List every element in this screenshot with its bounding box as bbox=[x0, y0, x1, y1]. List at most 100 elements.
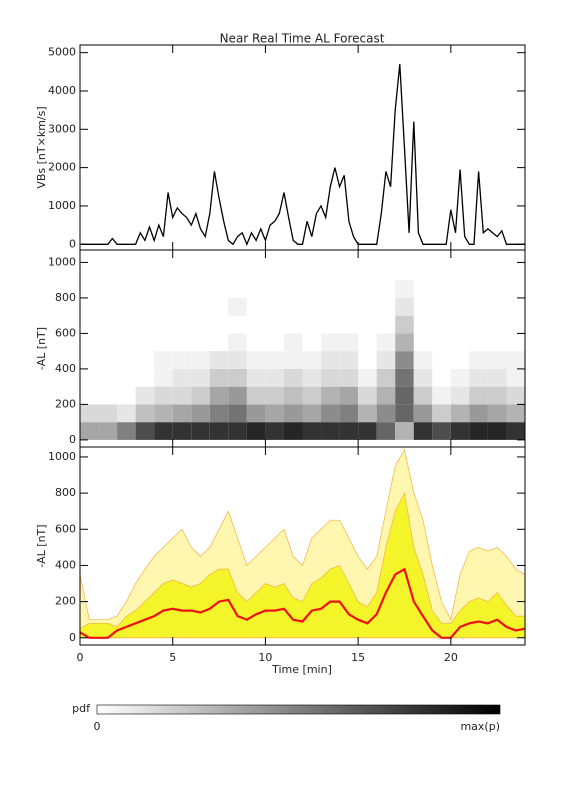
y-tick-label: 1000 bbox=[48, 199, 76, 212]
pdf-cell bbox=[228, 404, 247, 423]
colorbar-min: 0 bbox=[94, 720, 101, 733]
y-tick-label: 600 bbox=[55, 522, 76, 535]
pdf-cell bbox=[302, 386, 322, 405]
pdf-cell bbox=[98, 404, 118, 423]
pdf-cell bbox=[395, 297, 414, 316]
pdf-cell bbox=[154, 404, 173, 423]
pdf-cell bbox=[283, 404, 303, 423]
pdf-cell bbox=[209, 422, 229, 440]
pdf-cell bbox=[358, 404, 377, 423]
pdf-cell bbox=[172, 422, 192, 440]
pdf-cell bbox=[228, 351, 247, 369]
pdf-cell bbox=[395, 368, 414, 387]
pdf-cell bbox=[450, 404, 470, 423]
pdf-cell bbox=[339, 386, 359, 405]
pdf-cell bbox=[413, 368, 433, 387]
x-tick-label: 0 bbox=[77, 651, 84, 664]
pdf-cell bbox=[98, 422, 118, 440]
pdf-cell bbox=[469, 404, 488, 423]
pdf-cell bbox=[154, 422, 173, 440]
pdf-cell bbox=[487, 368, 507, 387]
pdf-cell bbox=[265, 422, 284, 440]
y-tick-label: 0 bbox=[69, 631, 76, 644]
pdf-cell bbox=[413, 386, 433, 405]
pdf-cell bbox=[339, 333, 359, 352]
pdf-cell bbox=[191, 351, 210, 369]
pdf-cell bbox=[283, 386, 303, 405]
pdf-cell bbox=[154, 368, 173, 387]
pdf-cell bbox=[209, 368, 229, 387]
y-tick-label: 800 bbox=[55, 291, 76, 304]
y-tick-label: 400 bbox=[55, 362, 76, 375]
pdf-cell bbox=[283, 351, 303, 369]
pdf-cell bbox=[487, 351, 507, 369]
y-tick-label: 200 bbox=[55, 397, 76, 410]
pdf-cell bbox=[487, 386, 507, 405]
pdf-cell bbox=[191, 386, 210, 405]
x-tick-label: 20 bbox=[444, 651, 458, 664]
pdf-cell bbox=[413, 351, 433, 369]
pdf-cell bbox=[469, 386, 488, 405]
y-tick-label: 200 bbox=[55, 595, 76, 608]
pdf-cell bbox=[469, 368, 488, 387]
pdf-cell bbox=[395, 351, 414, 369]
pdf-cell bbox=[302, 404, 322, 423]
x-axis-label: Time [min] bbox=[271, 663, 332, 676]
pdf-cell bbox=[172, 368, 192, 387]
pdf-cell bbox=[228, 297, 247, 316]
pdf-cell bbox=[432, 404, 451, 423]
pdf-cell bbox=[302, 368, 322, 387]
pdf-cell bbox=[450, 386, 470, 405]
plot-frame bbox=[79, 44, 526, 251]
pdf-cell bbox=[135, 404, 155, 423]
pdf-cell bbox=[228, 333, 247, 352]
pdf-cell bbox=[321, 404, 340, 423]
pdf-cell bbox=[376, 368, 396, 387]
y-tick-label: 2000 bbox=[48, 161, 76, 174]
pdf-cell bbox=[432, 422, 451, 440]
pdf-cell bbox=[321, 368, 340, 387]
pdf-cell bbox=[191, 368, 210, 387]
pdf-cell bbox=[172, 386, 192, 405]
pdf-cell bbox=[265, 404, 284, 423]
y-tick-label: 4000 bbox=[48, 84, 76, 97]
pdf-cell bbox=[321, 386, 340, 405]
pdf-cell bbox=[395, 333, 414, 352]
pdf-cell bbox=[376, 351, 396, 369]
pdf-cell bbox=[506, 368, 525, 387]
pdf-cell bbox=[395, 280, 414, 298]
pdf-cell bbox=[154, 386, 173, 405]
y-axis-label: -AL [nT] bbox=[35, 524, 48, 567]
pdf-cell bbox=[135, 386, 155, 405]
y-tick-label: 1000 bbox=[48, 255, 76, 268]
pdf-cell bbox=[321, 422, 340, 440]
pdf-cell bbox=[339, 404, 359, 423]
colorbar-label: pdf bbox=[72, 702, 91, 715]
pdf-cell bbox=[506, 404, 525, 423]
colorbar-max: max(p) bbox=[460, 720, 500, 733]
y-tick-label: 800 bbox=[55, 486, 76, 499]
pdf-cell bbox=[117, 422, 136, 440]
pdf-cell bbox=[80, 404, 99, 423]
pdf-cell bbox=[432, 386, 451, 405]
pdf-cell bbox=[154, 351, 173, 369]
pdf-cell bbox=[376, 422, 396, 440]
pdf-cell bbox=[395, 422, 414, 440]
pdf-cell bbox=[395, 315, 414, 334]
pdf-cell bbox=[283, 333, 303, 352]
pdf-cell bbox=[339, 351, 359, 369]
chart-title: Near Real Time AL Forecast bbox=[220, 32, 385, 46]
colorbar bbox=[96, 704, 501, 715]
pdf-cell bbox=[191, 422, 210, 440]
plot-frame bbox=[79, 446, 526, 646]
pdf-cell bbox=[358, 368, 377, 387]
pdf-cell bbox=[283, 422, 303, 440]
pdf-cell bbox=[265, 368, 284, 387]
pdf-cell bbox=[191, 404, 210, 423]
pdf-cell bbox=[450, 368, 470, 387]
pdf-cell bbox=[376, 333, 396, 352]
y-tick-label: 5000 bbox=[48, 46, 76, 59]
pdf-cell bbox=[246, 404, 266, 423]
pdf-cell bbox=[246, 351, 266, 369]
